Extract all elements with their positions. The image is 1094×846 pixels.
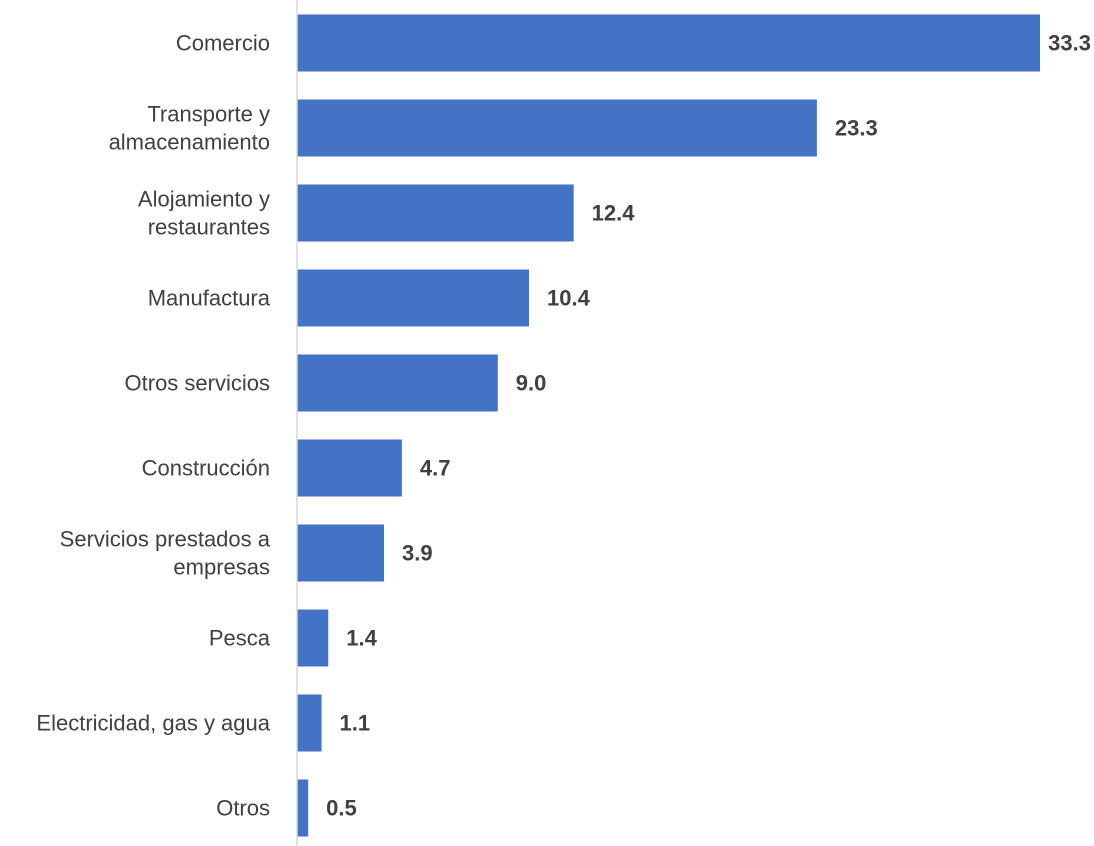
value-label: 1.1	[340, 711, 371, 736]
category-label: Manufactura	[148, 286, 271, 311]
category-label: Alojamiento y restaurantes	[138, 187, 270, 240]
value-label: 33.3	[1048, 31, 1091, 56]
value-label: 9.0	[516, 371, 547, 396]
bar-7	[297, 524, 385, 582]
value-labels: 33.3 23.3 12.4 10.4 9.0 4.7 3.9 1.4 1.1 0.5	[326, 31, 1091, 821]
bar-1	[297, 14, 1040, 72]
category-label: Otros servicios	[125, 371, 270, 396]
category-label: Otros	[216, 796, 270, 821]
value-label: 1.4	[346, 626, 377, 651]
category-label: Pesca	[209, 626, 271, 651]
value-label: 23.3	[835, 116, 878, 141]
bar-5	[297, 354, 498, 412]
category-label: Construcción	[142, 456, 270, 481]
bar-10	[297, 779, 309, 837]
category-label: Comercio	[176, 31, 270, 56]
value-label: 0.5	[326, 796, 357, 821]
bar-8	[297, 609, 329, 667]
category-label: Electricidad, gas y agua	[36, 711, 270, 736]
bar-2	[297, 99, 817, 157]
value-label: 10.4	[547, 286, 591, 311]
category-label: Servicios prestados a empresas	[60, 527, 271, 580]
category-labels: Comercio Transporte y almacenamiento Alojam…	[36, 31, 270, 821]
value-label: 3.9	[402, 541, 433, 566]
bar-6	[297, 439, 402, 497]
bars-layer	[297, 14, 1040, 837]
bar-3	[297, 184, 574, 242]
value-label: 4.7	[420, 456, 451, 481]
value-label: 12.4	[592, 201, 636, 226]
bar-4	[297, 269, 530, 327]
category-label: Transporte y almacenamiento	[109, 102, 270, 155]
bar-9	[297, 694, 322, 752]
